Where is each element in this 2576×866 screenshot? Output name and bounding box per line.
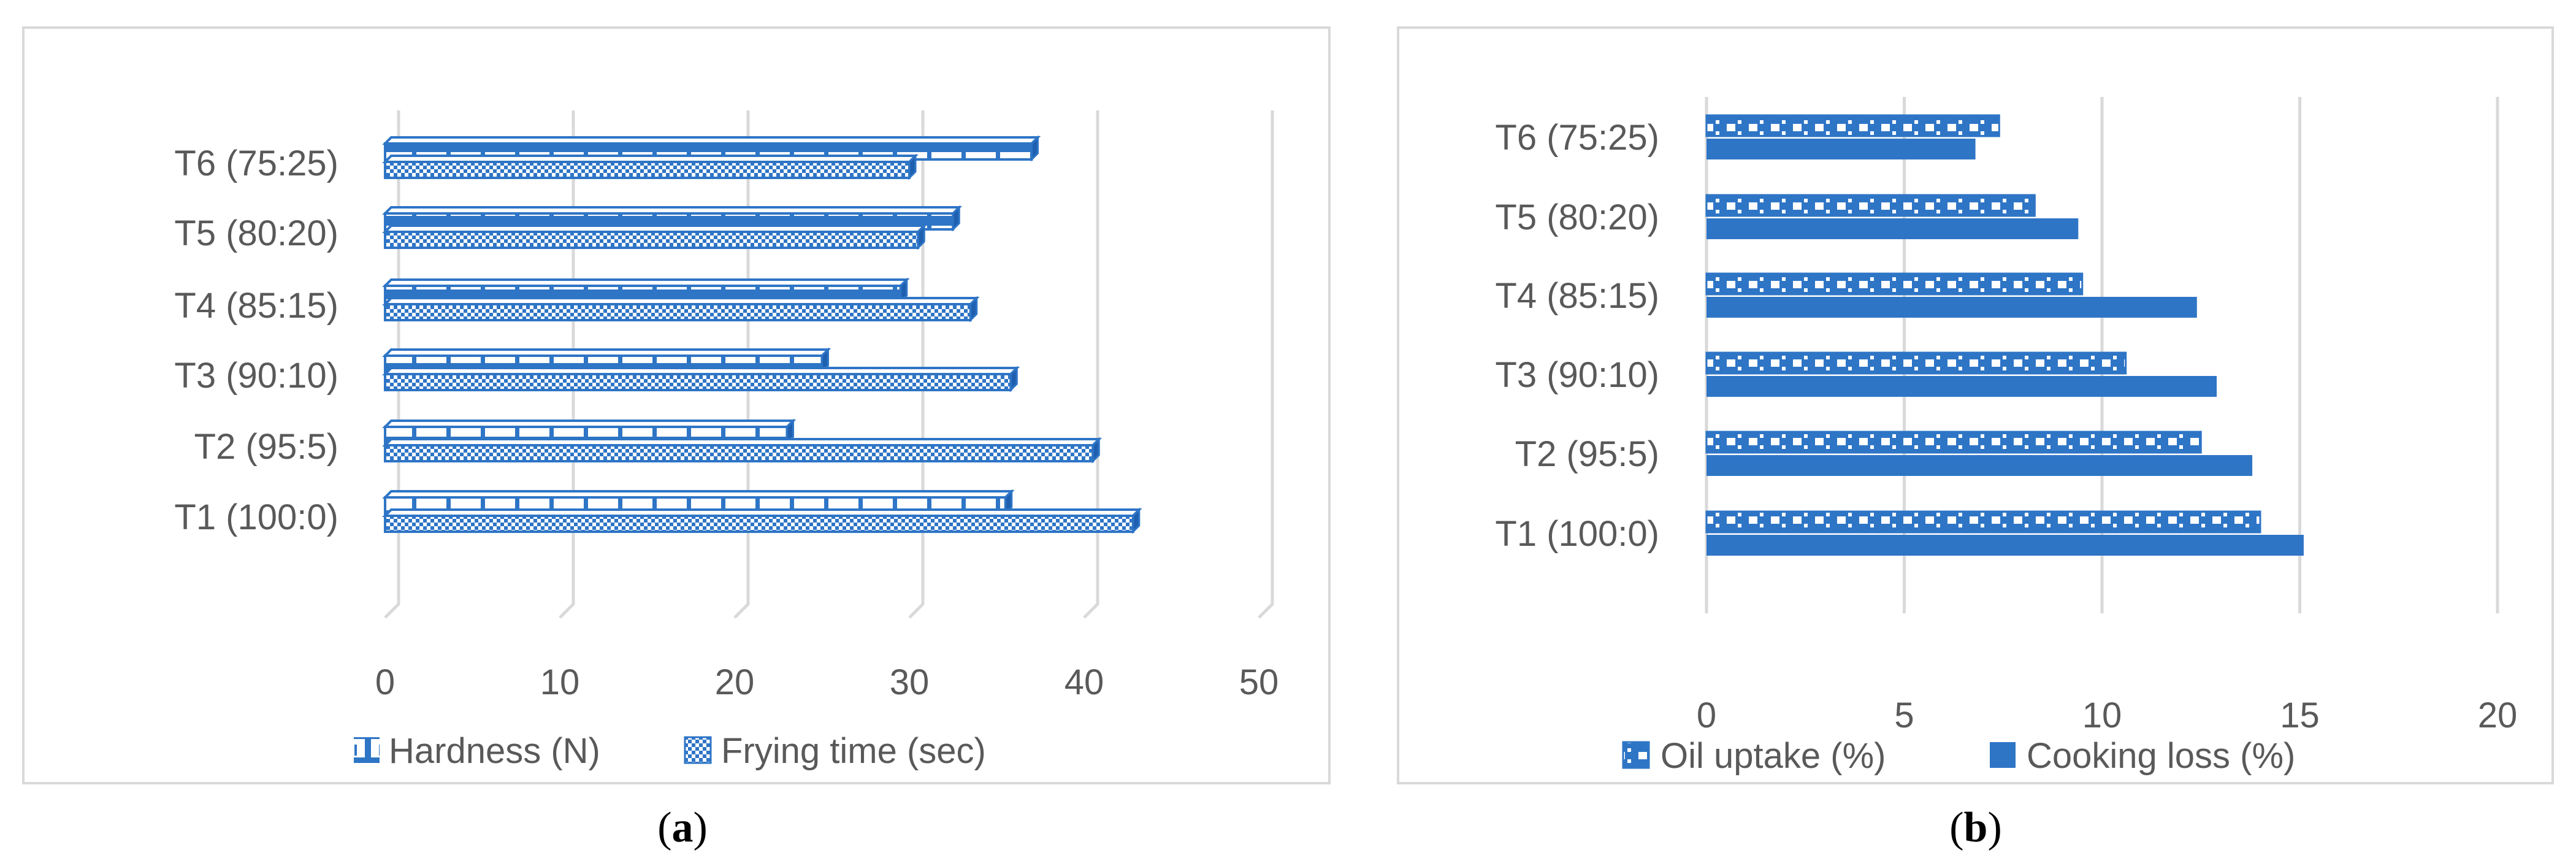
bar-b-cooking-loss-t6-75-25 — [1707, 139, 1976, 159]
gridline-a-0 — [384, 110, 400, 619]
category-label-b-t4-85-15: T4 (85:15) — [1495, 276, 1659, 316]
legend-b: Oil uptake (%) Cooking loss (%) — [1622, 736, 2295, 776]
gridline-a-40 — [1083, 110, 1099, 619]
legend-swatch-frying-time — [684, 736, 712, 764]
legend-swatch-oil-uptake — [1622, 741, 1650, 769]
legend-label-oil-uptake: Oil uptake (%) — [1661, 736, 1886, 776]
category-label-b-t6-75-25: T6 (75:25) — [1495, 118, 1659, 158]
gridline-a-20 — [733, 110, 750, 619]
category-label-a-t6-75-25: T6 (75:25) — [174, 144, 338, 183]
x-tick-label-a-40: 40 — [1064, 662, 1104, 702]
bar-b-cooking-loss-t5-80-20 — [1707, 218, 2079, 239]
legend-swatch-cooking-loss — [1990, 742, 2016, 768]
hardness-frying-chart: 0 10 20 30 40 50 T1 (100:0) T2 (95:5) T3 (90:10)… — [174, 110, 1278, 702]
legend-label-frying-time: Frying time (sec) — [721, 731, 986, 771]
x-tick-label-b-5: 5 — [1894, 695, 1914, 735]
panel-label-a: (a) — [657, 804, 708, 851]
bar-a-frying-time-sec-t3-90-10 — [382, 366, 1020, 393]
x-tick-label-b-0: 0 — [1697, 695, 1716, 735]
bar-b-oil-uptake-t3-90-10 — [1705, 351, 2127, 375]
panel-letter-b: b — [1964, 804, 1988, 851]
category-label-a-t3-90-10: T3 (90:10) — [174, 356, 338, 396]
bar-b-cooking-loss-t3-90-10 — [1707, 376, 2217, 397]
x-tick-label-a-30: 30 — [890, 662, 930, 702]
bar-b-cooking-loss-t1-100-0 — [1707, 535, 2304, 556]
bar-b-cooking-loss-t4-85-15 — [1707, 297, 2197, 318]
bar-a-frying-time-sec-t4-85-15 — [382, 296, 980, 323]
category-label-a-t4-85-15: T4 (85:15) — [174, 286, 338, 326]
bar-b-oil-uptake-t5-80-20 — [1705, 194, 2036, 217]
bar-b-cooking-loss-t2-95-5 — [1707, 455, 2253, 476]
legend-label-cooking-loss: Cooking loss (%) — [2027, 736, 2295, 776]
bar-a-frying-time-sec-t2-95-5 — [382, 437, 1103, 464]
category-label-b-t1-100-0: T1 (100:0) — [1495, 514, 1659, 554]
legend-a: Hardness (N) Frying time (sec) — [354, 731, 986, 771]
gridline-a-10 — [559, 110, 575, 619]
bar-a-frying-time-sec-t5-80-20 — [382, 223, 928, 250]
x-tick-label-a-50: 50 — [1239, 662, 1279, 702]
bar-b-oil-uptake-t6-75-25 — [1705, 114, 2000, 137]
x-tick-label-b-15: 15 — [2280, 695, 2320, 735]
bar-b-oil-uptake-t4-85-15 — [1705, 272, 2084, 296]
category-label-b-t5-80-20: T5 (80:20) — [1495, 197, 1659, 237]
panel-letter-a: a — [672, 804, 694, 851]
category-label-b-t2-95-5: T2 (95:5) — [1515, 434, 1659, 474]
category-label-b-t3-90-10: T3 (90:10) — [1495, 355, 1659, 395]
x-tick-label-a-0: 0 — [375, 662, 395, 702]
bar-a-frying-time-sec-t6-75-25 — [382, 153, 919, 180]
legend-swatch-hardness — [354, 737, 380, 763]
gridline-a-50 — [1258, 110, 1274, 619]
bar-a-frying-time-sec-t1-100-0 — [382, 507, 1142, 534]
x-tick-label-a-10: 10 — [540, 662, 580, 702]
legend-label-hardness: Hardness (N) — [389, 731, 600, 771]
category-label-a-t5-80-20: T5 (80:20) — [174, 213, 338, 253]
x-tick-label-b-10: 10 — [2082, 695, 2122, 735]
bar-b-oil-uptake-t1-100-0 — [1705, 510, 2261, 534]
category-label-a-t1-100-0: T1 (100:0) — [174, 497, 338, 537]
gridline-a-30 — [908, 110, 925, 619]
x-tick-label-a-20: 20 — [715, 662, 755, 702]
oil-cooking-chart: 0 5 10 15 20 T1 (100:0) T2 (95:5) T3 (90:10) T4 … — [1495, 97, 2517, 735]
bar-b-oil-uptake-t2-95-5 — [1705, 431, 2202, 454]
x-tick-label-b-20: 20 — [2478, 695, 2518, 735]
panel-label-b: (b) — [1949, 804, 2002, 851]
category-label-a-t2-95-5: T2 (95:5) — [194, 427, 338, 467]
